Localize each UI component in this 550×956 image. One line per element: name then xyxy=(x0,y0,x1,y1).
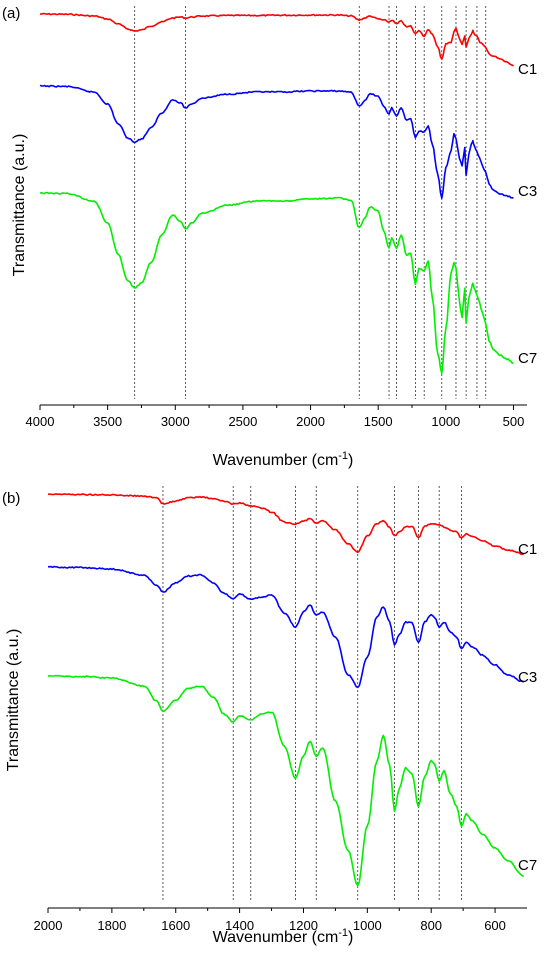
series-label-c7: C7 xyxy=(518,350,537,367)
panel-a-curves xyxy=(39,12,514,374)
panel-b-x-axis-label-sup: -1 xyxy=(338,927,348,939)
x-tick-label: 2500 xyxy=(228,414,257,429)
series-label-c7: C7 xyxy=(518,857,537,874)
series-label-c3: C3 xyxy=(518,669,537,686)
series-label-c1: C1 xyxy=(518,61,537,78)
panel-b-x-axis-label-main: Wavenumber (cm xyxy=(213,929,339,946)
x-tick-label: 1500 xyxy=(364,414,393,429)
series-line-c3 xyxy=(47,565,525,689)
x-tick-label: 3000 xyxy=(161,414,190,429)
panel-a-reference-lines xyxy=(134,6,487,399)
series-line-c7 xyxy=(39,191,514,374)
panel-b-y-axis-label: Transmittance (a.u.) xyxy=(5,629,22,772)
panel-b-x-ticks: 2000 1800 1600 1400 1200 1000 800 600 xyxy=(34,908,506,933)
x-tick-label: 500 xyxy=(503,414,525,429)
x-tick-label: 800 xyxy=(420,918,442,933)
series-label-c3: C3 xyxy=(518,183,537,200)
series-line-c1 xyxy=(39,12,514,67)
panel-b-reference-lines xyxy=(162,486,462,902)
panel-b-x-axis-label: Wavenumber (cm-1) xyxy=(213,927,354,946)
x-tick-label: 1000 xyxy=(431,414,460,429)
x-tick-label: 1800 xyxy=(97,918,126,933)
panel-a-x-axis-label-main: Wavenumber (cm xyxy=(213,452,339,469)
series-line-c3 xyxy=(39,84,514,199)
x-tick-label: 1200 xyxy=(289,918,318,933)
panel-a-x-axis-label: Wavenumber (cm-1) xyxy=(213,450,354,469)
series-line-c7 xyxy=(47,674,524,887)
panel-a-x-axis-label-sup: -1 xyxy=(338,450,348,462)
panel-b-x-axis-label-close: ) xyxy=(348,929,353,946)
x-tick-label: 2000 xyxy=(34,918,63,933)
panel-a-x-ticks: 4000 3500 3000 2500 2000 1500 1000 500 xyxy=(26,405,525,429)
panel-a-label: (a) xyxy=(2,5,20,22)
panel-a-series-labels: C1 C3 C7 xyxy=(518,61,537,367)
series-line-c1 xyxy=(47,493,524,555)
x-tick-label: 600 xyxy=(484,918,506,933)
panel-a-x-axis-label-close: ) xyxy=(348,452,353,469)
x-tick-label: 1400 xyxy=(225,918,254,933)
x-tick-label: 1600 xyxy=(161,918,190,933)
panel-b-series-labels: C1 C3 C7 xyxy=(518,541,537,874)
x-tick-label: 2000 xyxy=(296,414,325,429)
x-tick-label: 4000 xyxy=(26,414,55,429)
series-label-c1: C1 xyxy=(518,541,537,558)
panel-a: C1 C3 C7 4000 3500 3000 2500 2000 1500 1000 500 (… xyxy=(2,5,537,469)
x-tick-label: 1000 xyxy=(353,918,382,933)
panel-b-label: (b) xyxy=(2,490,20,507)
panel-b-curves xyxy=(47,493,525,887)
panel-a-y-axis-label: Transmittance (a.u.) xyxy=(11,134,28,277)
panel-b: C1 C3 C7 2000 1800 1600 1400 1200 1000 800 600 (b… xyxy=(2,486,537,946)
x-tick-label: 3500 xyxy=(93,414,122,429)
